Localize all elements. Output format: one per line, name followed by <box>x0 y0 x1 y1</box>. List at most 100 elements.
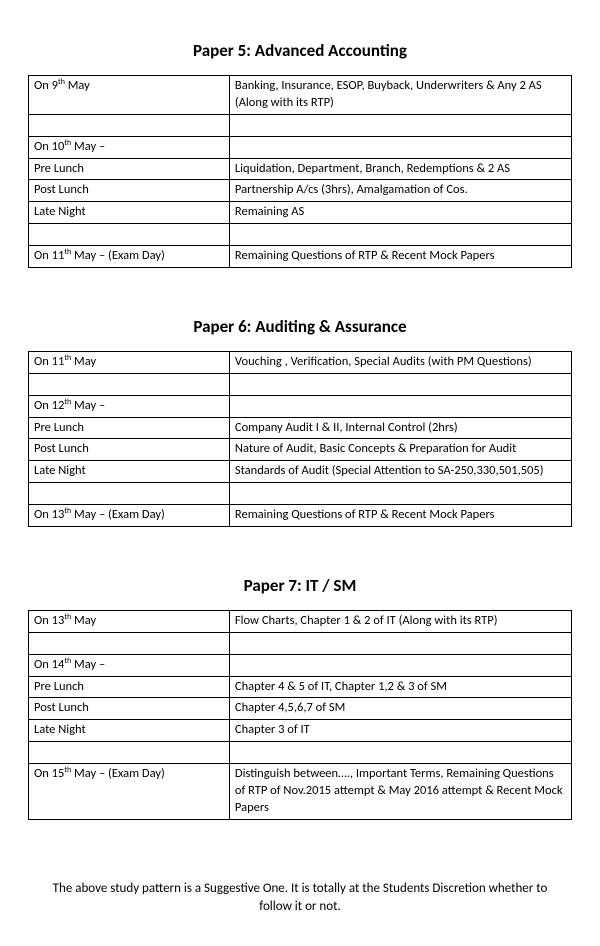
schedule-time-cell: Late Night <box>29 720 230 742</box>
table-row: Late Night Chapter 3 of IT <box>29 720 572 742</box>
cell-text-post: May – <box>71 139 105 154</box>
table-row: Post Lunch Partnership A/cs (3hrs), Amalg… <box>29 180 572 202</box>
table-row: On 9th MayBanking, Insurance, ESOP, Buyb… <box>29 76 572 115</box>
cell-text-pre: Late Night <box>34 204 86 219</box>
cell-text-pre: On 15 <box>34 766 64 781</box>
schedule-time-cell: On 11th May <box>29 351 230 373</box>
schedule-content-cell: Chapter 3 of IT <box>229 720 571 742</box>
schedule-time-cell: Pre Lunch <box>29 676 230 698</box>
schedule-content-cell: Remaining Questions of RTP & Recent Mock… <box>229 246 571 268</box>
cell-text-pre: On 11 <box>34 354 64 369</box>
schedule-content-cell <box>229 114 571 136</box>
schedule-content-cell: Liquidation, Department, Branch, Redempt… <box>229 158 571 180</box>
cell-text-pre: On 12 <box>34 398 64 413</box>
cell-text-post: May – (Exam Day) <box>71 248 165 263</box>
schedule-section: Paper 5: Advanced Accounting On 9th MayBa… <box>28 40 572 268</box>
table-row: On 11th May – (Exam Day)Remaining Questi… <box>29 246 572 268</box>
schedule-time-cell <box>29 742 230 764</box>
table-row: Late Night Standards of Audit (Special At… <box>29 461 572 483</box>
schedule-time-cell: Late Night <box>29 461 230 483</box>
schedule-section: Paper 6: Auditing & Assurance On 11th May… <box>28 316 572 527</box>
schedule-time-cell <box>29 632 230 654</box>
schedule-content-cell: Remaining AS <box>229 202 571 224</box>
schedule-content-cell <box>229 483 571 505</box>
table-row: On 15th May – (Exam Day)Distinguish betw… <box>29 764 572 820</box>
schedule-time-cell: Post Lunch <box>29 180 230 202</box>
schedule-content-cell <box>229 373 571 395</box>
cell-text-pre: Post Lunch <box>34 182 89 197</box>
table-row: On 13th MayFlow Charts, Chapter 1 & 2 of… <box>29 610 572 632</box>
schedule-time-cell <box>29 483 230 505</box>
cell-text-pre: On 14 <box>34 657 64 672</box>
cell-text-pre: On 13 <box>34 507 64 522</box>
table-row <box>29 483 572 505</box>
schedule-time-cell <box>29 114 230 136</box>
cell-text-pre: On 10 <box>34 139 64 154</box>
schedule-time-cell: On 11th May – (Exam Day) <box>29 246 230 268</box>
table-row: Post LunchChapter 4,5,6,7 of SM <box>29 698 572 720</box>
schedule-time-cell <box>29 373 230 395</box>
schedule-content-cell <box>229 395 571 417</box>
schedule-section: Paper 7: IT / SM On 13th MayFlow Charts, … <box>28 575 572 820</box>
cell-text-pre: On 11 <box>34 248 64 263</box>
schedule-content-cell <box>229 742 571 764</box>
table-row: On 11th MayVouching , Verification, Spec… <box>29 351 572 373</box>
table-row: Pre LunchCompany Audit I & II, Internal … <box>29 417 572 439</box>
schedule-content-cell: Vouching , Verification, Special Audits … <box>229 351 571 373</box>
schedule-time-cell: On 13th May <box>29 610 230 632</box>
table-row <box>29 224 572 246</box>
table-row: On 12th May – <box>29 395 572 417</box>
schedule-content-cell: Company Audit I & II, Internal Control (… <box>229 417 571 439</box>
table-row: Post Lunch Nature of Audit, Basic Concept… <box>29 439 572 461</box>
cell-text-post: May <box>71 354 96 369</box>
schedule-time-cell <box>29 224 230 246</box>
table-row: Late Night Remaining AS <box>29 202 572 224</box>
cell-text-post: May – (Exam Day) <box>71 507 165 522</box>
schedule-content-cell: Partnership A/cs (3hrs), Amalgamation of… <box>229 180 571 202</box>
cell-text-pre: On 13 <box>34 613 64 628</box>
table-row <box>29 373 572 395</box>
schedule-content-cell: Distinguish between…., Important Terms, … <box>229 764 571 820</box>
cell-text-post: May – <box>71 657 105 672</box>
schedule-time-cell: On 12th May – <box>29 395 230 417</box>
cell-text-pre: Late Night <box>34 722 86 737</box>
table-row: On 14th May – <box>29 654 572 676</box>
cell-text-pre: Late Night <box>34 463 86 478</box>
table-row <box>29 114 572 136</box>
schedule-time-cell: Post Lunch <box>29 698 230 720</box>
cell-text-pre: Post Lunch <box>34 441 89 456</box>
schedule-time-cell: Late Night <box>29 202 230 224</box>
section-title: Paper 5: Advanced Accounting <box>28 40 572 61</box>
schedule-time-cell: On 10th May – <box>29 136 230 158</box>
table-row: On 13th May – (Exam Day)Remaining Questi… <box>29 505 572 527</box>
schedule-table: On 11th MayVouching , Verification, Spec… <box>28 351 572 527</box>
schedule-table: On 13th MayFlow Charts, Chapter 1 & 2 of… <box>28 610 572 820</box>
schedule-content-cell: Chapter 4 & 5 of IT, Chapter 1,2 & 3 of … <box>229 676 571 698</box>
cell-text-pre: Pre Lunch <box>34 679 84 694</box>
schedule-content-cell: Remaining Questions of RTP & Recent Mock… <box>229 505 571 527</box>
table-row <box>29 632 572 654</box>
section-title: Paper 7: IT / SM <box>28 575 572 596</box>
schedule-time-cell: On 13th May – (Exam Day) <box>29 505 230 527</box>
schedule-content-cell: Standards of Audit (Special Attention to… <box>229 461 571 483</box>
schedule-content-cell: Chapter 4,5,6,7 of SM <box>229 698 571 720</box>
section-title: Paper 6: Auditing & Assurance <box>28 316 572 337</box>
schedule-content-cell: Nature of Audit, Basic Concepts & Prepar… <box>229 439 571 461</box>
schedule-table: On 9th MayBanking, Insurance, ESOP, Buyb… <box>28 75 572 268</box>
cell-text-post: May <box>71 613 96 628</box>
table-row: On 10th May – <box>29 136 572 158</box>
schedule-content-cell <box>229 136 571 158</box>
table-row: Pre LunchLiquidation, Department, Branch… <box>29 158 572 180</box>
schedule-time-cell: Pre Lunch <box>29 417 230 439</box>
table-row: Pre Lunch Chapter 4 & 5 of IT, Chapter 1,… <box>29 676 572 698</box>
cell-text-pre: On 9 <box>34 78 58 93</box>
schedule-content-cell <box>229 654 571 676</box>
cell-text-post: May – <box>71 398 105 413</box>
schedule-time-cell: Post Lunch <box>29 439 230 461</box>
cell-text-post: May – (Exam Day) <box>71 766 165 781</box>
schedule-content-cell <box>229 632 571 654</box>
schedule-time-cell: On 15th May – (Exam Day) <box>29 764 230 820</box>
schedule-time-cell: On 9th May <box>29 76 230 115</box>
schedule-content-cell: Flow Charts, Chapter 1 & 2 of IT (Along … <box>229 610 571 632</box>
schedule-content-cell: Banking, Insurance, ESOP, Buyback, Under… <box>229 76 571 115</box>
